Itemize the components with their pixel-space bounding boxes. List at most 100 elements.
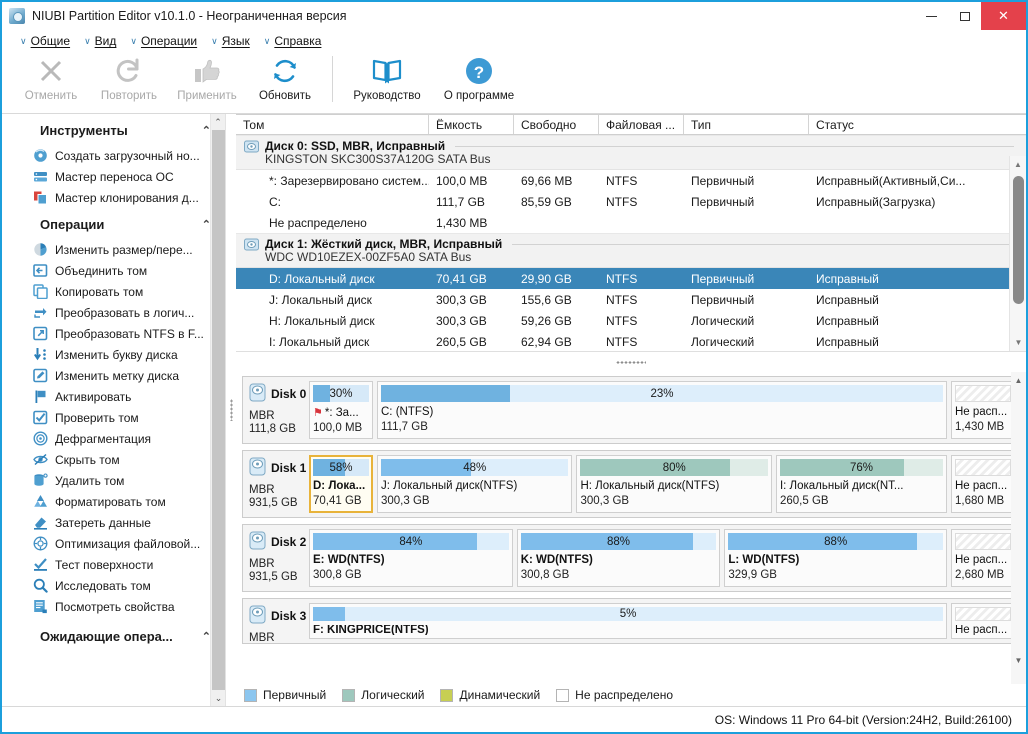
usage-bar: 48% [381,459,569,476]
maximize-button[interactable] [948,2,981,30]
menu-item-spravka[interactable]: ∨ Справка [258,33,328,49]
sidebar-item-wipe-data[interactable]: Затереть данные [10,512,225,533]
apply-button[interactable]: Применить [168,52,246,110]
sidebar-section-operations-header[interactable]: Операции ⌃ [10,208,225,239]
partition-block[interactable]: 88% L: WD(NTFS) 329,9 GB [724,529,947,587]
question-icon: ? [464,55,494,87]
cell-status: Исправный [816,334,879,349]
partition-block[interactable]: 80% H: Локальный диск(NTFS) 300,3 GB [576,455,772,513]
sidebar-item-label: Создать загрузочный но... [55,148,200,163]
scroll-up-arrow-icon[interactable]: ▲ [1014,160,1022,169]
scroll-up-arrow-icon[interactable]: ▲ [1014,375,1023,385]
disk-map-scrollbar[interactable]: ▲ ▼ [1011,372,1026,684]
sidebar-scrollbar-thumb[interactable] [212,130,225,690]
table-row[interactable]: *: Зарезервировано систем... 100,0 MB 69… [236,170,1026,191]
table-row[interactable]: J: Локальный диск 300,3 GB 155,6 GB NTFS… [236,289,1026,310]
disk-group-header[interactable]: Диск 1: Жёсткий диск, MBR, Исправный WDC… [236,233,1026,268]
sidebar-item-copy-volume[interactable]: Копировать том [10,281,225,302]
disk-map-row[interactable]: Disk 3 MBR 5% F: KINGPRICE(NTFS) [242,598,1020,644]
partition-block[interactable]: 76% I: Локальный диск(NT... 260,5 GB [775,455,947,513]
undo-button[interactable]: Отменить [12,52,90,110]
usage-bar [955,385,1011,402]
column-header-free[interactable]: Свободно [514,115,599,134]
cell-free: 69,66 MB [521,173,573,188]
sidebar-item-optimize-fs[interactable]: Оптимизация файловой... [10,533,225,554]
partition-block[interactable]: 23% C: (NTFS) 111,7 GB [377,381,947,439]
sidebar-item-clone-disk[interactable]: Мастер клонирования д... [10,187,225,208]
menu-item-obshchie[interactable]: ∨ Общие [14,33,76,49]
partition-block-unallocated[interactable]: Не расп... 2,680 MB [950,529,1015,587]
sidebar-item-resize-move[interactable]: Изменить размер/пере... [10,239,225,260]
table-scrollbar-thumb[interactable] [1013,176,1024,304]
table-row[interactable]: I: Локальный диск 260,5 GB 62,94 GB NTFS… [236,331,1026,351]
scroll-up-arrow-icon[interactable]: ⌃ [211,114,225,130]
partition-label: C: (NTFS) [381,406,434,418]
cell-volume: H: Локальный диск [269,313,375,328]
vertical-splitter[interactable] [226,114,236,706]
table-row[interactable]: Не распределено 1,430 MB [236,212,1026,233]
sidebar-scrollbar[interactable]: ⌃ ⌄ [210,114,225,706]
menu-item-vid[interactable]: ∨ Вид [78,33,122,49]
menu-item-yazyk[interactable]: ∨ Язык [205,33,256,49]
scroll-down-arrow-icon[interactable]: ▼ [1014,655,1023,665]
sidebar-item-surface-test[interactable]: Тест поверхности [10,554,225,575]
disk-map-row[interactable]: Disk 0 MBR 111,8 GB 30% ⚑ [242,376,1020,444]
app-icon [9,8,25,24]
partition-size: 300,3 GB [580,495,630,507]
manual-button[interactable]: Руководство [341,52,433,110]
disk-group-title: Диск 0: SSD, MBR, Исправный [265,139,446,153]
table-scrollbar[interactable]: ▲ ▼ [1009,156,1026,351]
scroll-down-arrow-icon[interactable]: ⌄ [211,690,225,706]
sidebar-item-merge-volume[interactable]: Объединить том [10,260,225,281]
wipe-data-icon [32,515,48,531]
scroll-down-arrow-icon[interactable]: ▼ [1014,338,1023,347]
table-row[interactable]: H: Локальный диск 300,3 GB 59,26 GB NTFS… [236,310,1026,331]
table-row[interactable]: D: Локальный диск 70,41 GB 29,90 GB NTFS… [236,268,1026,289]
convert-logical-icon [32,305,48,321]
disk-group-header[interactable]: Диск 0: SSD, MBR, Исправный KINGSTON SKC… [236,135,1026,170]
partition-block-unallocated[interactable]: Не расп... 1,430 MB [951,381,1015,439]
horizontal-splitter[interactable] [236,351,1026,372]
partition-block[interactable]: 30% ⚑ *: За... 100,0 MB [309,381,373,439]
column-header-status[interactable]: Статус [816,117,854,132]
sidebar-section-tools-header[interactable]: Инструменты ⌃ [10,114,225,145]
column-header-type[interactable]: Тип [684,115,809,134]
partition-block-unallocated[interactable]: Не расп... [951,603,1015,639]
sidebar-item-os-migrate[interactable]: Мастер переноса ОС [10,166,225,187]
sidebar-item-explore-volume[interactable]: Исследовать том [10,575,225,596]
sidebar-item-delete-volume[interactable]: Удалить том [10,470,225,491]
partition-block-unallocated[interactable]: Не расп... 1,680 MB [951,455,1015,513]
minimize-button[interactable] [915,2,948,30]
partition-block[interactable]: 88% K: WD(NTFS) 300,8 GB [516,529,721,587]
redo-button[interactable]: Повторить [90,52,168,110]
disk-map-row[interactable]: Disk 1 MBR 931,5 GB 58% D: Лока... 70 [242,450,1020,518]
sidebar-item-hide-volume[interactable]: Скрыть том [10,449,225,470]
column-header-capacity[interactable]: Ёмкость [429,115,514,134]
sidebar-item-change-letter[interactable]: Изменить букву диска [10,344,225,365]
column-header-filesystem[interactable]: Файловая ... [599,115,684,134]
sidebar-item-convert-ntfs[interactable]: Преобразовать NTFS в F... [10,323,225,344]
partition-block[interactable]: 5% F: KINGPRICE(NTFS) [309,603,947,639]
disk-map-row[interactable]: Disk 2 MBR 931,5 GB 84% E: WD(NTFS) 3 [242,524,1020,592]
sidebar-item-check-volume[interactable]: Проверить том [10,407,225,428]
column-header-volume[interactable]: Том [236,115,429,134]
refresh-button[interactable]: Обновить [246,52,324,110]
sidebar-item-properties[interactable]: Посмотреть свойства [10,596,225,617]
sidebar-item-label: Активировать [55,389,132,404]
sidebar-item-activate[interactable]: Активировать [10,386,225,407]
about-button[interactable]: ? О программе [433,52,525,110]
close-button[interactable]: ✕ [981,2,1026,30]
partition-block-selected[interactable]: 58% D: Лока... 70,41 GB [309,455,373,513]
cell-capacity: 300,3 GB [436,292,487,307]
cell-filesystem: NTFS [606,173,638,188]
partition-block[interactable]: 48% J: Локальный диск(NTFS) 300,3 GB [377,455,573,513]
sidebar-section-pending-header[interactable]: Ожидающие опера... ⌃ [10,617,225,651]
menu-item-operacii[interactable]: ∨ Операции [124,33,203,49]
partition-block[interactable]: 84% E: WD(NTFS) 300,8 GB [309,529,513,587]
sidebar-item-create-bootable[interactable]: Создать загрузочный но... [10,145,225,166]
table-row[interactable]: C: 111,7 GB 85,59 GB NTFS Первичный Испр… [236,191,1026,212]
sidebar-item-defrag[interactable]: Дефрагментация [10,428,225,449]
sidebar-item-format-volume[interactable]: Форматировать том [10,491,225,512]
sidebar-item-change-label[interactable]: Изменить метку диска [10,365,225,386]
sidebar-item-convert-logical[interactable]: Преобразовать в логич... [10,302,225,323]
